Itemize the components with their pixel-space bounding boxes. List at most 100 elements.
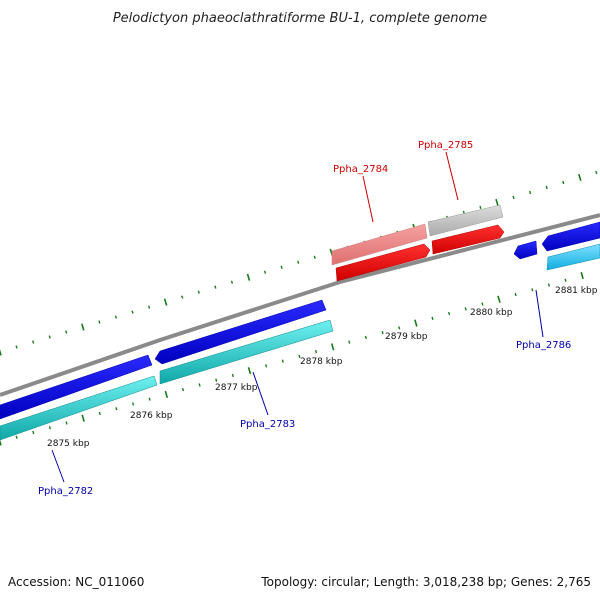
- minor-tick: [15, 345, 18, 349]
- minor-tick: [564, 278, 567, 282]
- minor-tick: [265, 364, 268, 368]
- minor-tick: [464, 307, 467, 311]
- minor-tick: [181, 388, 185, 392]
- minor-tick: [197, 290, 200, 294]
- major-tick: [81, 323, 85, 331]
- minor-tick: [431, 316, 434, 320]
- scale-label: 2880 kbp: [470, 308, 513, 318]
- scale-label: 2875 kbp: [47, 439, 90, 449]
- minor-tick: [481, 302, 484, 306]
- leader-line: [362, 175, 374, 223]
- scale-label: 2877 kbp: [215, 383, 258, 393]
- gene-arrow[interactable]: [541, 221, 600, 252]
- gene-label[interactable]: Ppha_2785: [418, 140, 473, 151]
- minor-tick: [512, 195, 515, 200]
- major-tick: [163, 298, 168, 306]
- minor-tick: [215, 378, 218, 382]
- minor-tick: [514, 292, 517, 297]
- minor-tick: [281, 359, 284, 363]
- minor-tick: [545, 185, 548, 190]
- minor-tick: [298, 354, 301, 358]
- minor-tick: [448, 311, 451, 316]
- minor-tick: [398, 326, 401, 330]
- minor-tick: [314, 350, 318, 354]
- gene-arrow[interactable]: [546, 243, 600, 271]
- gene-arrow[interactable]: [0, 375, 158, 441]
- major-tick: [495, 198, 499, 207]
- gene-arrow[interactable]: [159, 319, 334, 385]
- minor-tick: [547, 283, 550, 287]
- scale-label: 2878 kbp: [300, 357, 343, 367]
- gene-label[interactable]: Ppha_2783: [240, 419, 295, 430]
- minor-tick: [48, 335, 51, 339]
- minor-tick: [280, 265, 283, 269]
- minor-tick: [529, 190, 532, 195]
- gene-arrow[interactable]: [513, 240, 538, 260]
- minor-tick: [364, 335, 367, 339]
- leader-line: [252, 371, 269, 416]
- major-tick: [580, 271, 584, 280]
- scale-label: 2881 kbp: [555, 286, 598, 296]
- outer-scale-ticks: [0, 170, 598, 356]
- accession-text: Accession: NC_011060: [8, 575, 144, 589]
- minor-tick: [198, 383, 201, 387]
- leader-line: [535, 289, 544, 338]
- gene-label[interactable]: Ppha_2784: [333, 164, 388, 175]
- minor-tick: [479, 205, 482, 209]
- major-tick: [164, 390, 169, 399]
- major-tick: [246, 273, 251, 281]
- major-tick: [578, 173, 582, 182]
- minor-tick: [595, 170, 598, 175]
- major-tick: [330, 343, 335, 351]
- minor-tick: [562, 180, 565, 185]
- minor-tick: [132, 402, 135, 406]
- minor-tick: [531, 288, 534, 292]
- major-tick: [497, 295, 501, 303]
- leader-line: [51, 449, 65, 483]
- gene-arrow-faded[interactable]: [427, 204, 504, 237]
- minor-tick: [381, 331, 384, 335]
- minor-tick: [263, 270, 267, 274]
- minor-tick: [148, 305, 151, 309]
- gene-arrow[interactable]: [154, 299, 327, 365]
- gene-arrow-highlight[interactable]: [335, 243, 431, 282]
- minor-tick: [98, 320, 101, 324]
- minor-tick: [65, 421, 68, 425]
- gene-arrow[interactable]: [0, 354, 153, 420]
- minor-tick: [231, 373, 234, 378]
- minor-tick: [181, 295, 184, 299]
- leader-line: [445, 151, 459, 201]
- map-title: Pelodictyon phaeoclathratiforme BU-1, co…: [113, 11, 487, 26]
- minor-tick: [32, 340, 35, 344]
- scale-label: 2876 kbp: [130, 411, 173, 421]
- inner-scale-ticks: [0, 271, 584, 446]
- gene-label[interactable]: Ppha_2782: [38, 486, 93, 497]
- minor-tick: [98, 411, 101, 416]
- major-tick: [81, 414, 85, 422]
- minor-tick: [230, 280, 234, 284]
- major-tick: [414, 319, 418, 327]
- major-tick: [247, 367, 252, 375]
- genome-summary-text: Topology: circular; Length: 3,018,238 bp…: [260, 575, 591, 589]
- minor-tick: [115, 407, 118, 411]
- minor-tick: [348, 340, 351, 344]
- major-tick: [0, 349, 2, 356]
- minor-tick: [114, 315, 118, 319]
- genome-backbone: [0, 213, 600, 397]
- minor-tick: [48, 426, 51, 430]
- minor-tick: [32, 430, 35, 435]
- major-tick: [0, 439, 2, 446]
- gene-arrow-highlight[interactable]: [431, 224, 505, 255]
- gene-labels: Ppha_2782 Ppha_2783 Ppha_2784 Ppha_2785 …: [38, 140, 571, 497]
- gene-arrow-faded[interactable]: [331, 223, 428, 266]
- minor-tick: [297, 260, 300, 264]
- minor-tick: [131, 310, 134, 314]
- gene-label[interactable]: Ppha_2786: [516, 340, 571, 351]
- scale-labels: 2875 kbp 2876 kbp 2877 kbp 2878 kbp 2879…: [47, 286, 598, 449]
- minor-tick: [214, 285, 217, 289]
- scale-label: 2879 kbp: [385, 332, 428, 342]
- minor-tick: [313, 255, 316, 259]
- minor-tick: [65, 330, 68, 334]
- minor-tick: [148, 397, 151, 401]
